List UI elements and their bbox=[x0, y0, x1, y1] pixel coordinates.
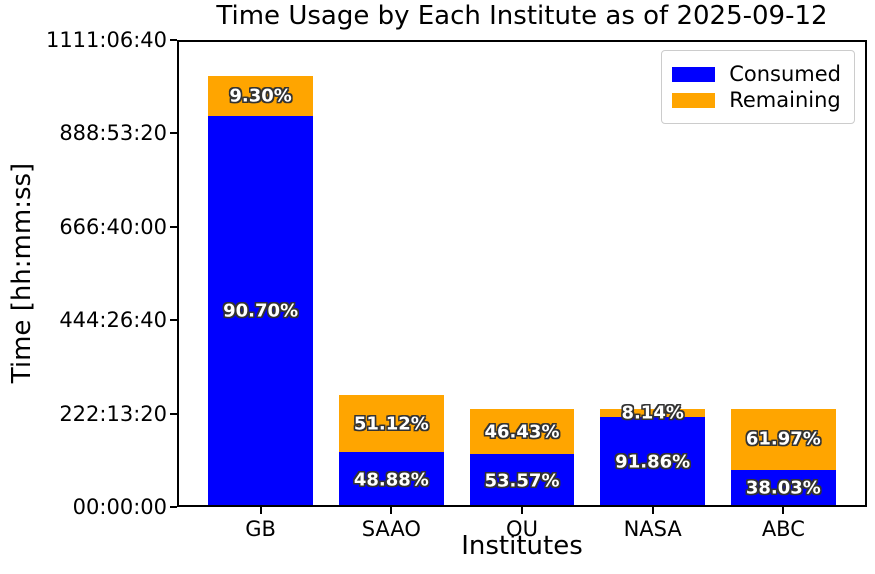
y-axis-label: Time [hh:mm:ss] bbox=[7, 162, 37, 384]
x-tick-mark bbox=[651, 507, 654, 514]
bar-segment-remaining-abc bbox=[731, 408, 836, 470]
bar-percent-label-remaining-gb: 9.30% bbox=[229, 85, 292, 107]
bar-segment-consumed-abc bbox=[731, 469, 836, 507]
bar-segment-remaining-gb bbox=[208, 75, 313, 116]
y-tick-label: 666:40:00 bbox=[59, 214, 167, 239]
x-tick-label-saao: SAAO bbox=[361, 517, 421, 541]
legend-label-consumed: Consumed bbox=[729, 62, 841, 86]
bar-segment-consumed-gb bbox=[208, 115, 313, 507]
bar-segment-remaining-ou bbox=[469, 408, 575, 455]
y-tick-mark bbox=[170, 132, 177, 135]
y-tick-label: 888:53:20 bbox=[59, 121, 167, 146]
bar-percent-label-consumed-saao: 48.88% bbox=[353, 469, 429, 491]
x-tick-label-abc: ABC bbox=[761, 517, 805, 541]
y-tick-label: 1111:06:40 bbox=[45, 28, 167, 52]
bar-percent-label-consumed-gb: 90.70% bbox=[223, 300, 299, 322]
legend: Consumed Remaining bbox=[661, 50, 855, 124]
x-tick-label-nasa: NASA bbox=[623, 517, 682, 541]
x-tick-mark bbox=[782, 507, 785, 514]
bar-percent-label-consumed-ou: 53.57% bbox=[484, 470, 560, 492]
bar-segment-consumed-saao bbox=[339, 452, 444, 507]
y-tick-label: 444:26:40 bbox=[59, 308, 167, 333]
bar-percent-label-remaining-abc: 61.97% bbox=[745, 428, 821, 450]
x-tick-mark bbox=[521, 507, 523, 514]
bar-percent-label-remaining-ou: 46.43% bbox=[484, 421, 560, 443]
y-tick-label: 222:13:20 bbox=[59, 401, 167, 426]
x-tick-label-ou: OU bbox=[506, 517, 538, 541]
bar-segment-remaining-nasa bbox=[600, 408, 705, 417]
legend-entry-consumed: Consumed bbox=[672, 62, 841, 86]
x-tick-mark bbox=[259, 507, 262, 514]
y-tick-mark bbox=[170, 412, 177, 415]
chart-title: Time Usage by Each Institute as of 2025-… bbox=[216, 1, 828, 31]
y-tick-mark bbox=[170, 225, 177, 228]
bar-percent-label-consumed-abc: 38.03% bbox=[745, 477, 821, 499]
legend-swatch-remaining bbox=[672, 92, 716, 108]
bar-percent-label-remaining-saao: 51.12% bbox=[353, 413, 429, 435]
y-tick-mark bbox=[170, 39, 177, 41]
bar-segment-consumed-nasa bbox=[600, 416, 705, 507]
x-axis-label: Institutes bbox=[461, 531, 583, 561]
legend-label-remaining: Remaining bbox=[729, 88, 841, 112]
x-tick-mark bbox=[390, 507, 393, 514]
x-tick-label-gb: GB bbox=[245, 517, 276, 541]
bar-segment-remaining-saao bbox=[339, 394, 444, 453]
legend-rows: Consumed Remaining bbox=[672, 62, 841, 112]
bar-segment-consumed-ou bbox=[469, 454, 575, 507]
y-tick-mark bbox=[170, 319, 177, 322]
y-tick-label: 00:00:00 bbox=[72, 495, 167, 519]
bar-percent-label-consumed-nasa: 91.86% bbox=[615, 451, 691, 473]
y-tick-mark bbox=[170, 506, 177, 508]
legend-entry-remaining: Remaining bbox=[672, 88, 841, 112]
bar-percent-label-remaining-nasa: 8.14% bbox=[621, 402, 684, 424]
legend-swatch-consumed bbox=[672, 66, 716, 82]
plot-area: 90.70% 9.30% 48.88% 51.12% 53.57% 46.43% 91.86… bbox=[46, 28, 867, 541]
